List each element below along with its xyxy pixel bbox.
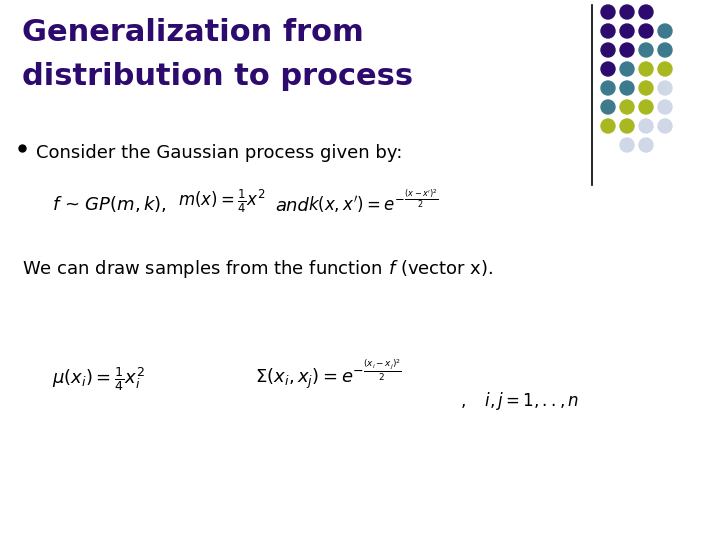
Circle shape — [658, 119, 672, 133]
Text: $\Sigma(x_i,x_j)=e^{-\frac{(x_i-x_j)^2}{2}}$: $\Sigma(x_i,x_j)=e^{-\frac{(x_i-x_j)^2}{… — [255, 358, 402, 392]
Text: $f$ ~ $GP(m,k),$: $f$ ~ $GP(m,k),$ — [52, 194, 167, 214]
Text: Consider the Gaussian process given by:: Consider the Gaussian process given by: — [36, 144, 402, 162]
Circle shape — [601, 119, 615, 133]
Circle shape — [639, 62, 653, 76]
Text: $,\quad i,j = 1,..,n$: $,\quad i,j = 1,..,n$ — [460, 390, 579, 412]
Circle shape — [620, 138, 634, 152]
Circle shape — [620, 119, 634, 133]
Text: We can draw samples from the function $f$ (vector x).: We can draw samples from the function $f… — [22, 258, 493, 280]
Circle shape — [620, 43, 634, 57]
Circle shape — [639, 138, 653, 152]
Circle shape — [639, 119, 653, 133]
Circle shape — [620, 62, 634, 76]
Circle shape — [620, 100, 634, 114]
Text: distribution to process: distribution to process — [22, 62, 413, 91]
Circle shape — [620, 24, 634, 38]
Circle shape — [658, 43, 672, 57]
Circle shape — [601, 81, 615, 95]
Circle shape — [601, 5, 615, 19]
Circle shape — [639, 43, 653, 57]
Text: Generalization from: Generalization from — [22, 18, 364, 47]
Circle shape — [639, 100, 653, 114]
Circle shape — [601, 100, 615, 114]
Text: and: and — [275, 197, 309, 215]
Circle shape — [658, 24, 672, 38]
Circle shape — [639, 81, 653, 95]
Text: $\mu(x_i)=\frac{1}{4}x_i^2$: $\mu(x_i)=\frac{1}{4}x_i^2$ — [52, 365, 145, 393]
Circle shape — [601, 24, 615, 38]
Circle shape — [639, 24, 653, 38]
Circle shape — [620, 81, 634, 95]
Circle shape — [601, 62, 615, 76]
Circle shape — [658, 62, 672, 76]
Text: $k(x,x')=e^{-\frac{(x-x')^2}{2}}$: $k(x,x')=e^{-\frac{(x-x')^2}{2}}$ — [308, 188, 438, 215]
Circle shape — [620, 5, 634, 19]
Circle shape — [601, 43, 615, 57]
Text: $m(x)=\frac{1}{4}x^2$: $m(x)=\frac{1}{4}x^2$ — [178, 188, 266, 215]
Circle shape — [639, 5, 653, 19]
Circle shape — [658, 81, 672, 95]
Circle shape — [658, 100, 672, 114]
